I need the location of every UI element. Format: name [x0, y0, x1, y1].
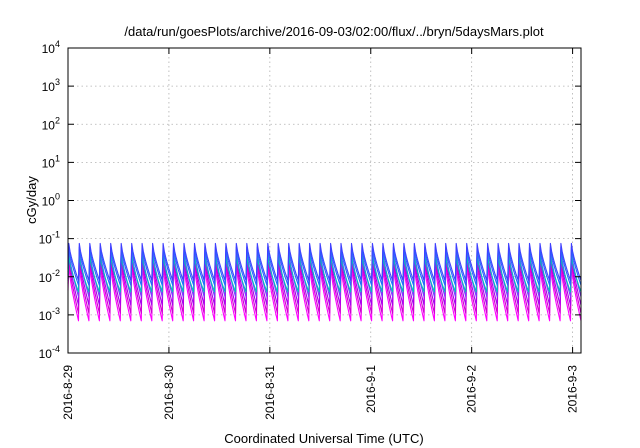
y-tick-base: 10	[39, 309, 53, 323]
y-tick-exponent: -2	[52, 268, 60, 278]
y-tick-exponent: -1	[52, 230, 60, 240]
x-tick-label: 2016-8-31	[263, 365, 277, 420]
y-tick-label: 103	[42, 77, 60, 94]
y-tick-label: 101	[42, 153, 60, 170]
y-tick-base: 10	[42, 118, 56, 132]
y-tick-label: 100	[42, 192, 60, 209]
y-tick-exponent: -3	[52, 306, 60, 316]
y-tick-base: 10	[42, 80, 56, 94]
y-tick-label: 10-4	[39, 344, 60, 361]
series-line	[67, 258, 582, 314]
y-tick-base: 10	[39, 233, 53, 247]
y-tick-base: 10	[39, 347, 53, 361]
x-axis: 2016-8-29 2016-8-30 2016-8-31 2016-9-1 2016-…	[61, 48, 580, 420]
series-line	[67, 246, 582, 286]
x-tick-label: 2016-8-30	[162, 365, 176, 420]
y-tick-label: 104	[42, 39, 60, 56]
y-tick-base: 10	[42, 195, 56, 209]
y-tick-label: 10-2	[39, 268, 60, 285]
y-tick-base: 10	[39, 271, 53, 285]
x-tick-label: 2016-9-3	[566, 365, 580, 413]
y-tick-base: 10	[42, 156, 56, 170]
series-line	[67, 264, 582, 322]
y-tick-exponent: 0	[55, 192, 60, 202]
grid	[68, 48, 581, 353]
x-tick-label: 2016-8-29	[61, 365, 75, 420]
series-line	[67, 255, 582, 293]
y-axis-label: cGy/day	[24, 176, 39, 224]
y-tick-exponent: 2	[55, 115, 60, 125]
y-tick-exponent: 3	[55, 77, 60, 87]
y-tick-label: 10-3	[39, 306, 60, 323]
series-line	[67, 242, 582, 281]
series-group	[67, 242, 582, 322]
chart-title: /data/run/goesPlots/archive/2016-09-03/0…	[124, 24, 544, 39]
y-tick-exponent: 1	[55, 153, 60, 163]
y-tick-exponent: -4	[52, 344, 60, 354]
y-tick-base: 10	[42, 42, 56, 56]
x-tick-label: 2016-9-1	[364, 365, 378, 413]
y-tick-exponent: 4	[55, 39, 60, 49]
x-axis-label: Coordinated Universal Time (UTC)	[224, 431, 423, 446]
x-tick-label: 2016-9-2	[465, 365, 479, 413]
y-tick-label: 102	[42, 115, 60, 132]
y-tick-label: 10-1	[39, 230, 60, 247]
